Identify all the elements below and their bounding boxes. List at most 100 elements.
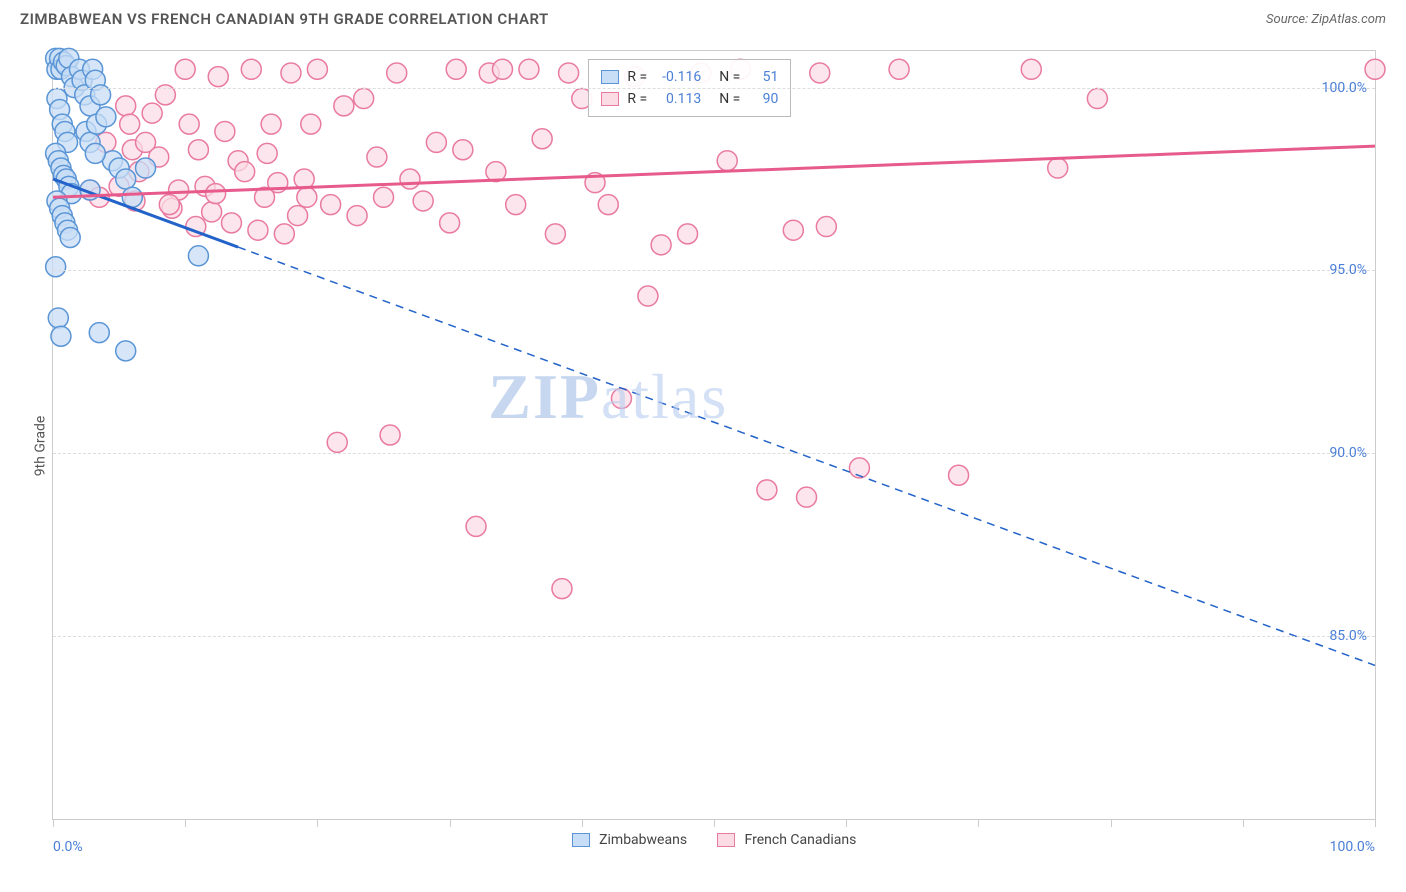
data-point: [400, 169, 420, 189]
data-point: [241, 59, 261, 79]
data-point: [757, 480, 777, 500]
data-point: [179, 114, 199, 134]
data-point: [552, 579, 572, 599]
swatch-french-canadians: [601, 92, 619, 106]
data-point: [717, 151, 737, 171]
legend-label: French Canadians: [745, 832, 857, 848]
data-point: [297, 187, 317, 207]
source-label: Source: ZipAtlas.com: [1266, 12, 1386, 27]
data-point: [96, 107, 116, 127]
r-value: 0.113: [655, 88, 701, 110]
data-point: [261, 114, 281, 134]
data-point: [440, 213, 460, 233]
data-point: [334, 96, 354, 116]
r-label: R =: [627, 66, 647, 88]
stats-row-french-canadians: R = 0.113 N = 90: [601, 88, 778, 110]
data-point: [206, 184, 226, 204]
y-tick-label: 95.0%: [1329, 262, 1367, 278]
data-point: [374, 187, 394, 207]
data-point: [60, 228, 80, 248]
data-point: [816, 217, 836, 237]
swatch-zimbabweans: [601, 70, 619, 84]
data-point: [175, 59, 195, 79]
data-point: [142, 103, 162, 123]
y-axis-label: 9th Grade: [32, 416, 48, 477]
data-point: [466, 516, 486, 536]
n-label: N =: [719, 66, 740, 88]
data-point: [120, 114, 140, 134]
data-point: [598, 195, 618, 215]
trend-line-dashed: [238, 247, 1375, 665]
data-point: [347, 206, 367, 226]
data-point: [453, 140, 473, 160]
n-value: 51: [748, 66, 778, 88]
data-point: [413, 191, 433, 211]
chart-plot-area: ZIPatlas R = -0.116 N = 51 R = 0.113 N =…: [52, 50, 1376, 820]
data-point: [446, 59, 466, 79]
data-point: [321, 195, 341, 215]
chart-svg: [53, 51, 1375, 819]
data-point: [288, 206, 308, 226]
data-point: [116, 341, 136, 361]
data-point: [545, 224, 565, 244]
data-point: [638, 286, 658, 306]
data-point: [889, 59, 909, 79]
data-point: [1365, 59, 1385, 79]
data-point: [611, 388, 631, 408]
data-point: [85, 143, 105, 163]
data-point: [221, 213, 241, 233]
data-point: [651, 235, 671, 255]
y-tick-label: 100.0%: [1322, 80, 1367, 96]
data-point: [208, 67, 228, 87]
data-point: [136, 158, 156, 178]
data-point: [559, 63, 579, 83]
data-point: [235, 162, 255, 182]
data-point: [301, 114, 321, 134]
data-point: [380, 425, 400, 445]
data-point: [159, 195, 179, 215]
n-label: N =: [719, 88, 740, 110]
data-point: [797, 487, 817, 507]
data-point: [492, 59, 512, 79]
r-label: R =: [627, 88, 647, 110]
data-point: [783, 220, 803, 240]
chart-title: ZIMBABWEAN VS FRENCH CANADIAN 9TH GRADE …: [20, 10, 549, 28]
data-point: [188, 246, 208, 266]
data-point: [89, 323, 109, 343]
legend-label: Zimbabweans: [599, 832, 687, 848]
y-tick-label: 90.0%: [1329, 445, 1367, 461]
data-point: [188, 140, 208, 160]
data-point: [1087, 89, 1107, 109]
data-point: [307, 59, 327, 79]
data-point: [367, 147, 387, 167]
n-value: 90: [748, 88, 778, 110]
data-point: [116, 169, 136, 189]
data-point: [810, 63, 830, 83]
data-point: [215, 121, 235, 141]
data-point: [248, 220, 268, 240]
legend-swatch-zimbabweans: [572, 833, 590, 847]
data-point: [1021, 59, 1041, 79]
stats-row-zimbabweans: R = -0.116 N = 51: [601, 66, 778, 88]
data-point: [426, 132, 446, 152]
data-point: [506, 195, 526, 215]
data-point: [519, 59, 539, 79]
footer-legend: Zimbabweans French Canadians: [52, 832, 1376, 848]
legend-item-french-canadians: French Canadians: [717, 832, 856, 848]
y-tick-label: 85.0%: [1329, 628, 1367, 644]
legend-item-zimbabweans: Zimbabweans: [572, 832, 687, 848]
data-point: [1048, 158, 1068, 178]
r-value: -0.116: [655, 66, 701, 88]
data-point: [327, 432, 347, 452]
data-point: [48, 308, 68, 328]
data-point: [46, 257, 66, 277]
data-point: [274, 224, 294, 244]
data-point: [116, 96, 136, 116]
data-point: [281, 63, 301, 83]
data-point: [387, 63, 407, 83]
data-point: [354, 89, 374, 109]
data-point: [949, 465, 969, 485]
data-point: [678, 224, 698, 244]
legend-swatch-french-canadians: [717, 833, 735, 847]
data-point: [202, 202, 222, 222]
